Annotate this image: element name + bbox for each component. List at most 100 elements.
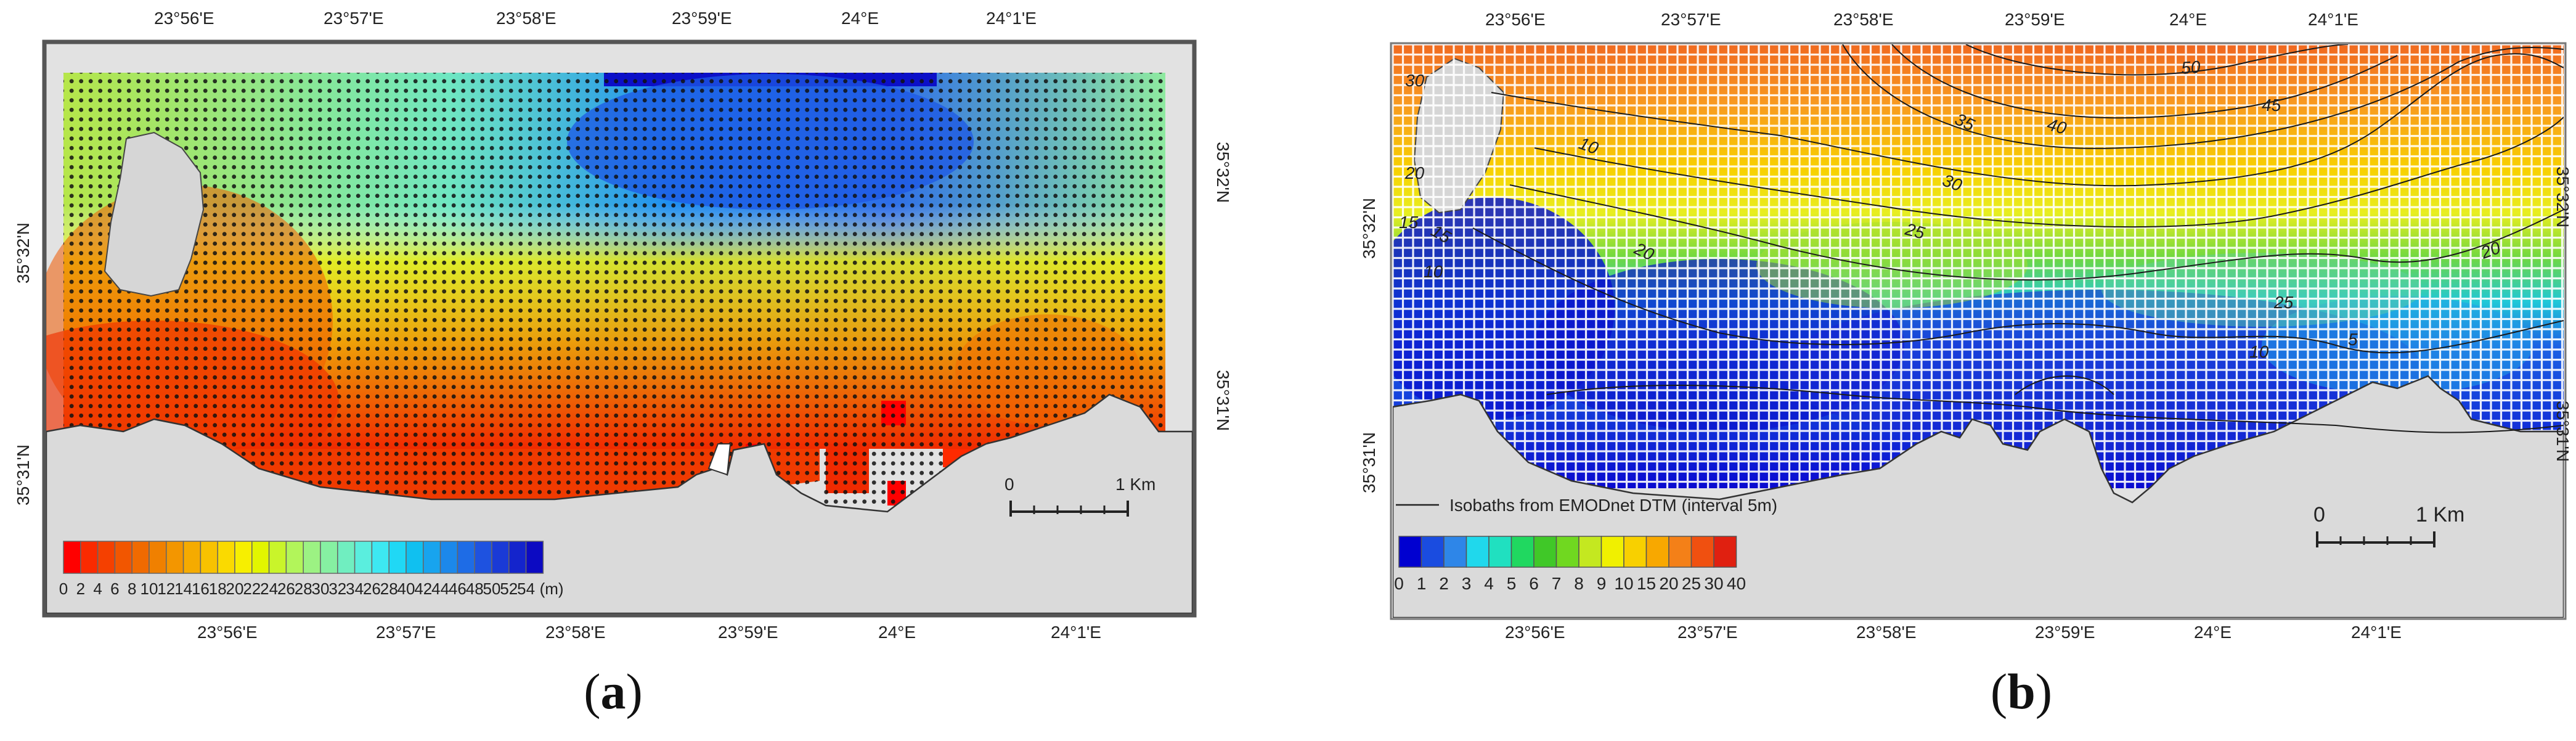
legend-unit-label: (m)	[540, 579, 564, 598]
legend-swatch	[371, 541, 389, 574]
legend-swatch	[491, 541, 510, 574]
legend-value-label: 42	[414, 579, 432, 598]
legend-value-label: 44	[431, 579, 449, 598]
legend-swatch	[268, 541, 287, 574]
legend-swatch	[149, 541, 167, 574]
top-tick-label: 23°57'E	[324, 9, 384, 28]
legend-swatch	[1600, 536, 1624, 568]
legend-value-label: 25	[1682, 574, 1701, 593]
legend-swatch	[354, 541, 373, 574]
left-tick-label: 35°32'N	[14, 222, 33, 284]
legend-value-label: 5	[1507, 574, 1517, 593]
legend-swatch	[166, 541, 184, 574]
legend-swatch	[1555, 536, 1579, 568]
left-tick-label: 35°31'N	[1359, 432, 1379, 493]
legend-swatch	[114, 541, 132, 574]
legend-swatch	[1623, 536, 1647, 568]
bottom-tick-label: 23°56'E	[1505, 623, 1565, 642]
bottom-tick-label: 23°59'E	[2035, 623, 2095, 642]
legend-value-label: 8	[128, 579, 136, 598]
legend-value-label: 16	[192, 579, 210, 598]
right-tick-label: 35°32'N	[1213, 142, 1233, 203]
panel-a: 0 2 4 6 8 10 12 14 16 18 20 22 24 26 28 30 32 34 26 28 40 42 4…	[14, 9, 1233, 719]
legend-value-label: 14	[174, 579, 192, 598]
legend-value-label: 1	[1417, 574, 1427, 593]
legend-swatch	[439, 541, 459, 574]
legend-value-label: 12	[157, 579, 175, 598]
legend-value-label: 7	[1552, 574, 1562, 593]
isobath-depth-label: 25	[2273, 293, 2294, 312]
top-tick-label: 23°57'E	[1661, 10, 1721, 29]
isobath-depth-label: 50	[2180, 57, 2201, 78]
isobath-depth-label: 10	[1424, 262, 1443, 281]
legend-swatch	[80, 541, 99, 574]
legend-swatch	[1713, 536, 1737, 568]
legend-value-label: 46	[449, 579, 467, 598]
legend-value-label: 4	[1484, 574, 1494, 593]
legend-value-label: 2	[1439, 574, 1449, 593]
left-tick-label: 35°32'N	[1359, 197, 1379, 259]
top-tick-label: 23°59'E	[2005, 10, 2065, 29]
legend-value-label: 6	[1529, 574, 1539, 593]
legend-swatch	[337, 541, 356, 574]
top-tick-label: 24°1'E	[986, 9, 1037, 28]
legend-value-label: 54	[517, 579, 535, 598]
bottom-tick-label: 23°58'E	[1856, 623, 1917, 642]
legend-swatch	[508, 541, 527, 574]
legend-value-label: 30	[1704, 574, 1723, 593]
isobath-depth-label: 45	[2262, 96, 2281, 115]
bottom-tick-label: 24°1'E	[1051, 623, 1101, 642]
legend-swatch	[1690, 536, 1714, 568]
bottom-tick-label: 23°57'E	[376, 623, 436, 642]
legend-swatch	[182, 541, 202, 574]
legend-swatch	[1668, 536, 1692, 568]
legend-value-label: 40	[397, 579, 415, 598]
legend-value-label: 0	[59, 579, 68, 598]
legend-swatch	[406, 541, 424, 574]
top-tick-label: 23°58'E	[496, 9, 556, 28]
top-tick-label: 23°56'E	[154, 9, 214, 28]
panel-b-value-legend	[1398, 536, 1737, 568]
legend-swatch	[303, 541, 321, 574]
legend-value-label: 24	[260, 579, 278, 598]
legend-value-label: 48	[466, 579, 484, 598]
panel-b-isobath-note: Isobaths from EMODnet DTM (interval 5m)	[1449, 496, 1777, 515]
legend-value-label: 10	[1614, 574, 1633, 593]
legend-value-label: 40	[1727, 574, 1746, 593]
legend-value-label: 6	[110, 579, 119, 598]
legend-swatch	[1398, 536, 1422, 568]
bottom-tick-label: 23°57'E	[1677, 623, 1738, 642]
legend-value-label: 4	[93, 579, 102, 598]
legend-swatch	[1488, 536, 1512, 568]
top-tick-label: 23°56'E	[1485, 10, 1546, 29]
panel-a-scale-bar	[1009, 501, 1129, 517]
legend-value-label: 28	[295, 579, 312, 598]
top-tick-label: 23°59'E	[672, 9, 732, 28]
legend-value-label: 26	[277, 579, 295, 598]
isobath-depth-label: 20	[1404, 163, 1425, 182]
legend-swatch	[1443, 536, 1467, 568]
bottom-tick-label: 23°58'E	[545, 623, 606, 642]
panel-a-island	[104, 131, 205, 297]
bottom-tick-label: 24°1'E	[2351, 623, 2402, 642]
legend-value-label: 15	[1637, 574, 1656, 593]
legend-value-label: 52	[500, 579, 518, 598]
panel-b-scale-bar	[2316, 531, 2435, 547]
panel-b: 50 45 40 35 30 25 20 15 10 5 30 20 20 15 10 25 10 Isobat…	[1288, 0, 2576, 741]
isobath-depth-label: 5	[2348, 330, 2358, 349]
isobath-depth-label: 10	[2249, 342, 2269, 361]
panel-a-map: 0 2 4 6 8 10121416182022242628303234262840424…	[42, 39, 1197, 618]
legend-value-label: 34	[346, 579, 364, 598]
isobath-depth-label: 30	[1405, 71, 1425, 90]
legend-swatch	[234, 541, 253, 574]
panel-a-legend-labels: 0 2 4 6 8 10121416182022242628303234262840424…	[59, 579, 564, 598]
legend-swatch	[97, 541, 116, 574]
legend-swatch	[388, 541, 407, 574]
bottom-tick-label: 24°E	[878, 623, 916, 642]
legend-swatch	[1578, 536, 1602, 568]
top-tick-label: 23°58'E	[1833, 10, 1894, 29]
legend-value-label: 9	[1597, 574, 1607, 593]
bottom-tick-label: 24°E	[2194, 623, 2232, 642]
scale-bar-start-label: 0	[1005, 475, 1014, 494]
